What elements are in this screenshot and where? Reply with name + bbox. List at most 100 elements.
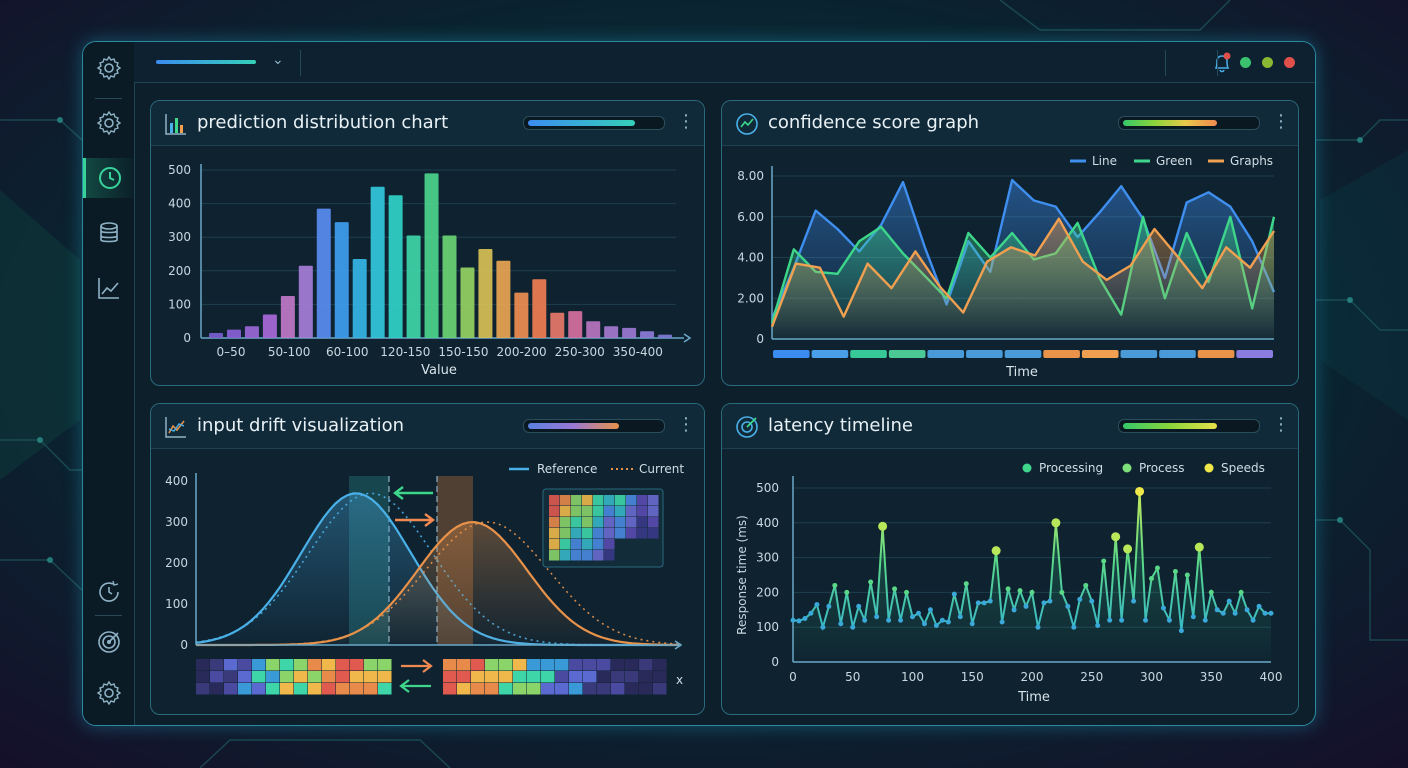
sidebar-item-targets[interactable] [83, 622, 134, 662]
panel-header: confidence score graph ⋮ [722, 101, 1298, 146]
heatmap-cell [604, 550, 615, 561]
more-options-icon[interactable]: ⋮ [1272, 111, 1290, 132]
x-axis-arrow [674, 640, 683, 650]
strip-cell [210, 659, 224, 671]
y-tick-label: 200 [168, 264, 191, 278]
heatmap-cell [582, 517, 593, 528]
heatmap-cell [615, 528, 626, 539]
heatmap-cell [582, 539, 593, 550]
data-point [856, 603, 862, 609]
bell-icon[interactable] [1211, 52, 1233, 74]
strip-cell [485, 683, 499, 695]
strip-left-arrow [399, 679, 431, 693]
sidebar-item-settings-top[interactable] [83, 48, 134, 88]
model-selector-dropdown[interactable]: ⌄ [148, 50, 298, 74]
data-point [1095, 622, 1101, 628]
strip-cell [513, 659, 527, 671]
strip-cell [252, 683, 266, 695]
data-point [910, 614, 915, 620]
heatmap-cell [549, 517, 560, 528]
strip-cell [364, 671, 378, 683]
series-line [770, 217, 1276, 328]
window-dot-green[interactable] [1240, 57, 1251, 68]
strip-cell [224, 659, 238, 671]
strip-cell [266, 659, 280, 671]
strip-cell [597, 659, 611, 671]
data-point [1220, 610, 1226, 616]
data-point [898, 617, 904, 623]
series-line [770, 215, 1276, 324]
data-point [1123, 544, 1133, 554]
data-point [1160, 605, 1166, 611]
sidebar-item-settings-bottom[interactable] [83, 673, 134, 713]
topbar-divider [1165, 50, 1166, 76]
strip-cell [569, 659, 583, 671]
bar [496, 260, 511, 338]
sidebar-item-monitoring[interactable] [83, 158, 134, 198]
panel-header: prediction distribution chart ⋮ [151, 101, 704, 146]
strip-cell [513, 683, 527, 695]
heatmap-cell [560, 539, 571, 550]
latency-area [793, 491, 1271, 662]
strip-cell [485, 659, 499, 671]
heatmap-cell [560, 528, 571, 539]
series-area [772, 218, 1274, 339]
strip-cell [625, 659, 639, 671]
strip-cell [499, 683, 513, 695]
strip-cell [252, 671, 266, 683]
y-tick-label: 100 [756, 620, 779, 634]
strip-cell [266, 671, 280, 683]
panel-title: input drift visualization [197, 415, 405, 436]
window-dot-olive[interactable] [1262, 57, 1273, 68]
sidebar-item-data[interactable] [83, 213, 134, 253]
input-drift-panel: input drift visualization ⋮ 0 100 200 300 40… [150, 403, 705, 715]
heatmap-cell [615, 517, 626, 528]
data-point [1178, 628, 1184, 634]
sidebar-item-history[interactable] [83, 572, 134, 612]
data-point [1065, 603, 1071, 609]
heatmap-cell [571, 528, 582, 539]
more-options-icon[interactable]: ⋮ [677, 414, 695, 435]
strip-cell [238, 683, 252, 695]
data-point [1077, 596, 1083, 602]
sidebar-item-configuration[interactable] [83, 103, 134, 143]
heatmap-cell [648, 528, 659, 539]
panel-progress-bar [523, 419, 665, 433]
heatmap-cell [604, 528, 615, 539]
strip-cell [457, 671, 471, 683]
data-point [927, 607, 933, 613]
x-tick-label: 400 [1260, 670, 1283, 684]
window-dot-red[interactable] [1284, 57, 1295, 68]
data-point [1256, 603, 1262, 609]
clock-icon [99, 167, 121, 189]
more-options-icon[interactable]: ⋮ [1272, 414, 1290, 435]
heatmap-cell [549, 506, 560, 517]
bar [334, 222, 349, 338]
data-point [991, 546, 1001, 556]
strip-cell [210, 683, 224, 695]
heatmap-cell [582, 495, 593, 506]
data-point [850, 624, 856, 630]
data-point [844, 589, 850, 595]
heatmap-cell [593, 506, 604, 517]
y-tick-label: 200 [756, 585, 779, 599]
right-arrow [395, 513, 435, 527]
x-tick-label: 250-300 [555, 345, 605, 359]
strip-cell [322, 659, 336, 671]
target-icon [97, 631, 120, 653]
strip-cell [443, 659, 457, 671]
strip-cell [611, 671, 625, 683]
history-clock-icon [98, 580, 119, 602]
strip-cell [499, 659, 513, 671]
timeline-segment [1159, 350, 1196, 358]
data-point [1047, 598, 1053, 604]
strip-cell [378, 659, 392, 671]
curve-area [196, 493, 681, 645]
more-options-icon[interactable]: ⋮ [677, 111, 695, 132]
data-point [814, 602, 820, 608]
sidebar-item-analytics[interactable] [83, 268, 134, 308]
strip-cell [196, 659, 210, 671]
legend-marker [1204, 463, 1214, 473]
legend-label: Process [1139, 461, 1185, 475]
data-point [1131, 598, 1137, 604]
